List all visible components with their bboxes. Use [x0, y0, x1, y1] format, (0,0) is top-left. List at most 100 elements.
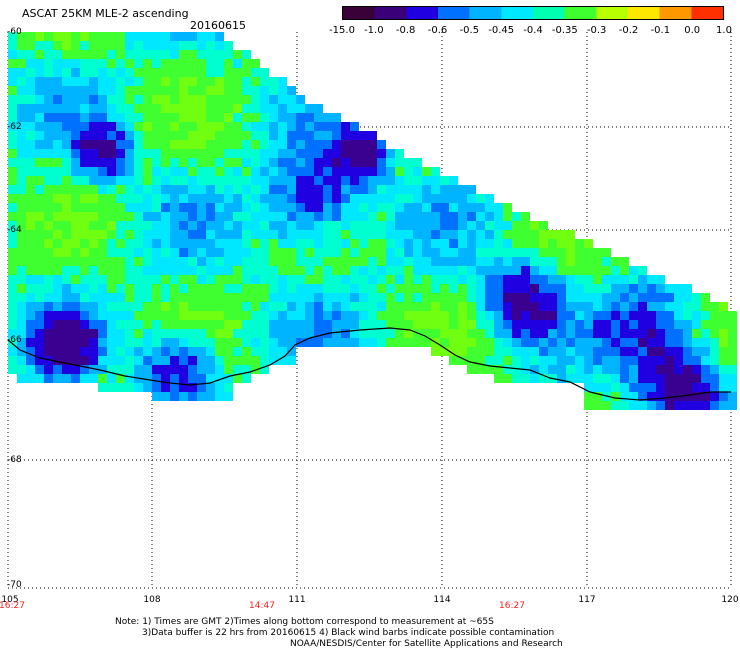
swath-cell: [206, 275, 215, 284]
swath-cell: [188, 248, 197, 257]
swath-cell: [485, 347, 494, 356]
swath-cell: [125, 122, 134, 131]
swath-cell: [170, 95, 179, 104]
swath-cell: [665, 365, 674, 374]
swath-cell: [269, 302, 278, 311]
swath-cell: [296, 131, 305, 140]
swath-cell: [278, 320, 287, 329]
swath-cell: [386, 293, 395, 302]
swath-cell: [260, 158, 269, 167]
swath-cell: [98, 122, 107, 131]
swath-cell: [170, 248, 179, 257]
swath-cell: [629, 320, 638, 329]
swath-cell: [692, 302, 701, 311]
swath-cell: [557, 275, 566, 284]
swath-cell: [260, 176, 269, 185]
swath-cell: [584, 365, 593, 374]
swath-cell: [323, 293, 332, 302]
swath-cell: [89, 86, 98, 95]
swath-cell: [683, 401, 692, 410]
swath-cell: [134, 248, 143, 257]
swath-cell: [566, 248, 575, 257]
swath-cell: [386, 194, 395, 203]
swath-cell: [620, 401, 629, 410]
swath-cell: [170, 383, 179, 392]
swath-cell: [269, 293, 278, 302]
swath-cell: [440, 338, 449, 347]
swath-cell: [458, 293, 467, 302]
swath-cell: [701, 401, 710, 410]
swath-cell: [566, 311, 575, 320]
swath-cell: [413, 266, 422, 275]
swath-cell: [314, 257, 323, 266]
swath-cell: [80, 176, 89, 185]
swath-cell: [404, 248, 413, 257]
swath-cell: [53, 32, 62, 41]
swath-cell: [206, 329, 215, 338]
swath-cell: [89, 41, 98, 50]
swath-cell: [215, 257, 224, 266]
swath-cell: [251, 266, 260, 275]
swath-cell: [341, 329, 350, 338]
swath-cell: [584, 401, 593, 410]
swath-cell: [269, 212, 278, 221]
swath-cell: [125, 77, 134, 86]
swath-cell: [314, 158, 323, 167]
swath-cell: [539, 329, 548, 338]
swath-cell: [368, 212, 377, 221]
swath-cell: [8, 50, 17, 59]
swath-cell: [485, 275, 494, 284]
swath-cell: [665, 392, 674, 401]
swath-cell: [260, 248, 269, 257]
swath-cell: [584, 374, 593, 383]
swath-cell: [566, 320, 575, 329]
swath-cell: [80, 104, 89, 113]
swath-cell: [602, 320, 611, 329]
swath-cell: [179, 275, 188, 284]
swath-cell: [548, 320, 557, 329]
swath-cell: [107, 275, 116, 284]
swath-cell: [152, 68, 161, 77]
swath-cell: [215, 302, 224, 311]
swath-cell: [296, 122, 305, 131]
swath-cell: [287, 311, 296, 320]
swath-cell: [377, 248, 386, 257]
swath-cell: [80, 194, 89, 203]
swath-cell: [305, 185, 314, 194]
swath-cell: [467, 185, 476, 194]
swath-cell: [674, 383, 683, 392]
swath-cell: [413, 293, 422, 302]
swath-cell: [530, 257, 539, 266]
swath-cell: [503, 365, 512, 374]
swath-cell: [485, 266, 494, 275]
swath-cell: [476, 293, 485, 302]
swath-cell: [170, 185, 179, 194]
swath-cell: [161, 68, 170, 77]
swath-cell: [341, 149, 350, 158]
swath-cell: [197, 158, 206, 167]
swath-cell: [377, 275, 386, 284]
swath-cell: [161, 95, 170, 104]
swath-cell: [17, 221, 26, 230]
swath-cell: [107, 266, 116, 275]
swath-cell: [62, 131, 71, 140]
swath-cell: [431, 230, 440, 239]
swath-cell: [710, 356, 719, 365]
swath-cell: [233, 302, 242, 311]
swath-cell: [188, 185, 197, 194]
swath-cell: [548, 365, 557, 374]
swath-cell: [638, 392, 647, 401]
swath-cell: [368, 257, 377, 266]
swath-cell: [188, 221, 197, 230]
swath-cell: [404, 167, 413, 176]
map-title: ASCAT 25KM MLE-2 ascending: [22, 7, 189, 20]
swath-cell: [296, 158, 305, 167]
swath-cell: [197, 59, 206, 68]
swath-cell: [395, 338, 404, 347]
swath-cell: [404, 158, 413, 167]
swath-cell: [80, 293, 89, 302]
swath-cell: [593, 401, 602, 410]
swath-cell: [26, 374, 35, 383]
swath-cell: [350, 329, 359, 338]
swath-cell: [494, 248, 503, 257]
